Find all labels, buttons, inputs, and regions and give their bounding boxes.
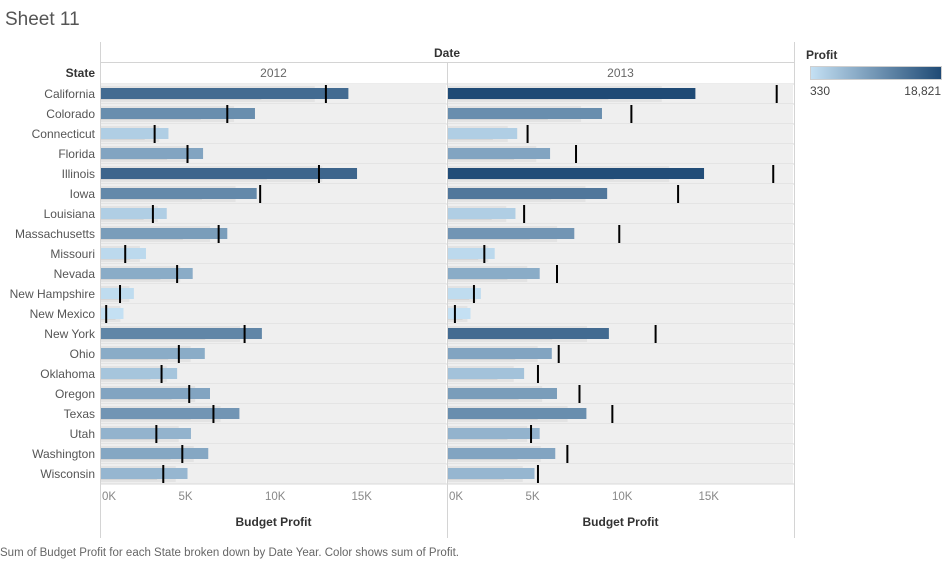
reference-band-oklahoma-2013 bbox=[448, 364, 793, 384]
bar-california-2013 bbox=[448, 88, 696, 99]
bar-florida-2013 bbox=[448, 148, 551, 159]
state-label-illinois: Illinois bbox=[61, 167, 95, 181]
bar-illinois-2012 bbox=[101, 168, 358, 179]
sheet-title: Sheet 11 bbox=[5, 9, 80, 30]
reference-band-new-hampshire-2013 bbox=[448, 284, 793, 304]
bar-california-2012 bbox=[101, 88, 349, 99]
state-label-missouri: Missouri bbox=[50, 247, 95, 261]
bar-washington-2012 bbox=[101, 448, 209, 459]
legend-max: 18,821 bbox=[904, 84, 941, 98]
bar-new-york-2012 bbox=[101, 328, 262, 339]
bar-new-mexico-2013 bbox=[448, 308, 471, 319]
bar-new-hampshire-2013 bbox=[448, 288, 481, 299]
bar-iowa-2012 bbox=[101, 188, 257, 199]
bar-connecticut-2012 bbox=[101, 128, 169, 139]
reference-band-oklahoma-2012 bbox=[101, 364, 446, 384]
state-label-new-york: New York bbox=[44, 327, 95, 341]
reference-band-louisiana-2012 bbox=[101, 204, 446, 224]
bar-washington-2013 bbox=[448, 448, 556, 459]
bar-oklahoma-2013 bbox=[448, 368, 525, 379]
state-label-texas: Texas bbox=[63, 407, 95, 421]
bar-colorado-2013 bbox=[448, 108, 602, 119]
state-label-oregon: Oregon bbox=[54, 387, 95, 401]
state-label-new-hampshire: New Hampshire bbox=[9, 287, 95, 301]
reference-band-new-mexico-2012 bbox=[101, 304, 446, 324]
x-tick-label: 5K bbox=[178, 491, 193, 503]
reference-band-louisiana-2013 bbox=[448, 204, 793, 224]
reference-band-missouri-2013 bbox=[448, 244, 793, 264]
divider-left bbox=[100, 42, 101, 538]
bar-ohio-2013 bbox=[448, 348, 552, 359]
state-label-iowa: Iowa bbox=[69, 187, 95, 201]
bar-missouri-2013 bbox=[448, 248, 495, 259]
legend-color-ramp[interactable] bbox=[810, 66, 942, 80]
state-label-massachusetts: Massachusetts bbox=[14, 227, 95, 241]
state-label-washington: Washington bbox=[32, 447, 95, 461]
bar-oregon-2012 bbox=[101, 388, 210, 399]
bar-nevada-2012 bbox=[101, 268, 193, 279]
bar-ohio-2012 bbox=[101, 348, 205, 359]
reference-band-missouri-2012 bbox=[101, 244, 446, 264]
legend-min: 330 bbox=[810, 84, 831, 98]
state-label-colorado: Colorado bbox=[46, 107, 95, 121]
caption: Sum of Budget Profit for each State brok… bbox=[0, 547, 459, 559]
x-tick-label: 10K bbox=[612, 491, 633, 503]
panel-header-2013: 2013 bbox=[607, 66, 634, 80]
divider-panels bbox=[447, 62, 448, 538]
divider-right bbox=[794, 42, 795, 538]
x-axis-title-2012: Budget Profit bbox=[235, 515, 312, 529]
bar-massachusetts-2012 bbox=[101, 228, 228, 239]
state-label-oklahoma: Oklahoma bbox=[40, 367, 95, 381]
bar-illinois-2013 bbox=[448, 168, 705, 179]
bar-oregon-2013 bbox=[448, 388, 557, 399]
bar-iowa-2013 bbox=[448, 188, 608, 199]
bullet-chart bbox=[100, 83, 794, 485]
row-header-state: State bbox=[65, 66, 95, 80]
bar-new-york-2013 bbox=[448, 328, 609, 339]
header-divider bbox=[100, 62, 794, 63]
state-label-new-mexico: New Mexico bbox=[29, 307, 95, 321]
x-tick-label: 15K bbox=[351, 491, 372, 503]
panel-header-2012: 2012 bbox=[260, 66, 287, 80]
bar-utah-2012 bbox=[101, 428, 191, 439]
reference-band-connecticut-2012 bbox=[101, 124, 446, 144]
bar-wisconsin-2012 bbox=[101, 468, 188, 479]
bar-connecticut-2013 bbox=[448, 128, 518, 139]
state-label-wisconsin: Wisconsin bbox=[40, 467, 95, 481]
reference-band-new-mexico-2013 bbox=[448, 304, 793, 324]
bar-new-hampshire-2012 bbox=[101, 288, 134, 299]
state-label-florida: Florida bbox=[58, 147, 95, 161]
state-label-connecticut: Connecticut bbox=[31, 127, 95, 141]
state-label-nevada: Nevada bbox=[53, 267, 95, 281]
reference-band-connecticut-2013 bbox=[448, 124, 793, 144]
bar-florida-2012 bbox=[101, 148, 204, 159]
bar-texas-2012 bbox=[101, 408, 240, 419]
bar-louisiana-2013 bbox=[448, 208, 516, 219]
bar-texas-2013 bbox=[448, 408, 587, 419]
bar-oklahoma-2012 bbox=[101, 368, 178, 379]
x-tick-label: 0K bbox=[102, 491, 117, 503]
bar-utah-2013 bbox=[448, 428, 540, 439]
x-tick-label: 0K bbox=[449, 491, 464, 503]
state-label-louisiana: Louisiana bbox=[43, 207, 95, 221]
state-label-california: California bbox=[44, 87, 95, 101]
bar-colorado-2012 bbox=[101, 108, 255, 119]
bar-wisconsin-2013 bbox=[448, 468, 535, 479]
bar-missouri-2012 bbox=[101, 248, 146, 259]
x-tick-label: 10K bbox=[265, 491, 286, 503]
bar-new-mexico-2012 bbox=[101, 308, 124, 319]
x-tick-label: 15K bbox=[698, 491, 719, 503]
legend-title: Profit bbox=[806, 48, 838, 62]
x-tick-label: 5K bbox=[525, 491, 540, 503]
bar-nevada-2013 bbox=[448, 268, 540, 279]
state-label-ohio: Ohio bbox=[69, 347, 95, 361]
column-header-date: Date bbox=[433, 46, 460, 60]
x-axis-title-2013: Budget Profit bbox=[582, 515, 659, 529]
state-label-utah: Utah bbox=[69, 427, 95, 441]
bar-massachusetts-2013 bbox=[448, 228, 575, 239]
bar-louisiana-2012 bbox=[101, 208, 167, 219]
reference-band-new-hampshire-2012 bbox=[101, 284, 446, 304]
